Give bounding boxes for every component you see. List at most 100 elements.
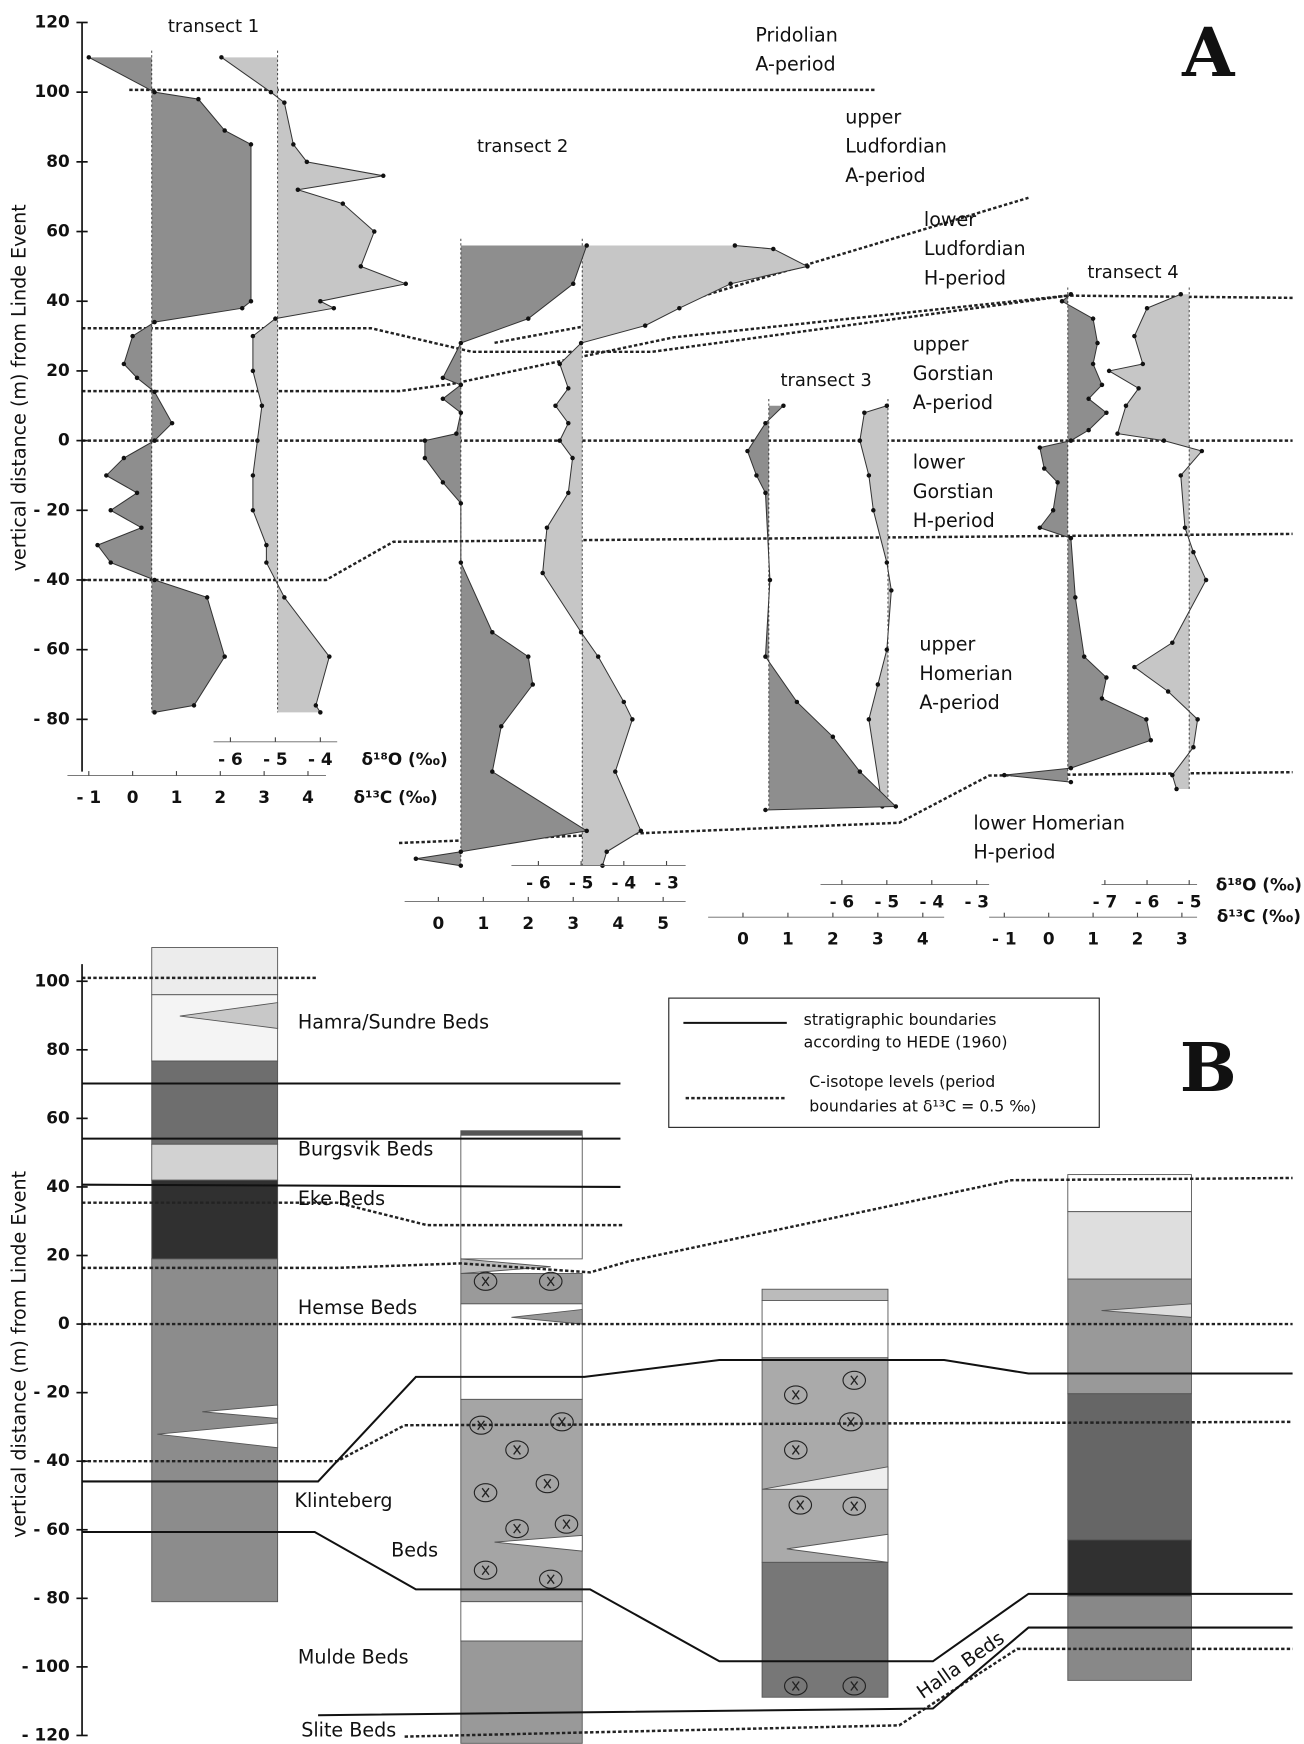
- isotope-point: [571, 282, 575, 286]
- isotope-point: [771, 247, 775, 251]
- isotope-point: [763, 654, 767, 658]
- isotope-point: [441, 397, 445, 401]
- isotope-point: [677, 306, 681, 310]
- isotope-point: [1073, 595, 1077, 599]
- isotope-point: [139, 525, 143, 529]
- legend-text: C-isotope levels (period: [809, 1072, 995, 1091]
- isotope-point: [1100, 383, 1104, 387]
- isotope-point: [327, 654, 331, 658]
- isotope-point: [1069, 438, 1073, 442]
- x-tick-label: - 1: [77, 787, 102, 807]
- isotope-point: [862, 410, 866, 414]
- isotope-point: [531, 682, 535, 686]
- isotope-point: [858, 438, 862, 442]
- isotope-point: [1191, 745, 1195, 749]
- isotope-point: [545, 525, 549, 529]
- isotope-point: [1166, 689, 1170, 693]
- axis-label: δ¹³C (‰): [354, 787, 438, 807]
- x-tick-label: 1: [477, 913, 489, 933]
- layer: [762, 1289, 888, 1300]
- y-tick-label: - 80: [33, 708, 69, 728]
- isotope-point: [219, 55, 223, 59]
- isotope-point: [459, 341, 463, 345]
- isotope-point: [885, 560, 889, 564]
- isotope-point: [1179, 473, 1183, 477]
- isotope-point: [1086, 397, 1090, 401]
- panel-label: A: [1181, 13, 1236, 92]
- isotope-point: [540, 571, 544, 575]
- isotope-point: [558, 438, 562, 442]
- isotope-point: [1170, 640, 1174, 644]
- isotope-point: [1055, 480, 1059, 484]
- isotope-point: [459, 560, 463, 564]
- layer: [152, 1180, 278, 1259]
- isotope-point: [1095, 341, 1099, 345]
- y-tick-label: - 40: [33, 1450, 69, 1470]
- period-label: Homerian: [919, 662, 1012, 685]
- period-label: Gorstian: [913, 362, 994, 385]
- isotope-point: [459, 850, 463, 854]
- bed-label: Hemse Beds: [298, 1296, 417, 1319]
- isotope-point: [314, 703, 318, 707]
- isotope-point: [414, 856, 418, 860]
- isotope-point: [251, 508, 255, 512]
- layer: [762, 1358, 888, 1563]
- x-tick-label: 2: [1132, 929, 1144, 949]
- unit-label: δ¹⁸O (‰): [1216, 875, 1302, 895]
- isotope-point: [795, 700, 799, 704]
- y-tick-label: 60: [46, 1107, 69, 1127]
- x-tick-label: 2: [827, 929, 839, 949]
- isotope-point: [1145, 306, 1149, 310]
- legend-text: boundaries at δ¹³C = 0.5 ‰): [809, 1097, 1036, 1116]
- y-tick-label: - 120: [22, 1724, 70, 1744]
- isotope-point: [264, 543, 268, 547]
- x-tick-label: 0: [127, 787, 139, 807]
- period-label: lower: [924, 208, 976, 231]
- isotope-point: [1091, 316, 1095, 320]
- isotope-point: [566, 491, 570, 495]
- x-tick-label: 4: [302, 787, 314, 807]
- y-tick-label: 60: [46, 221, 69, 241]
- isotope-point: [196, 97, 200, 101]
- isotope-point: [95, 543, 99, 547]
- isotope-point: [639, 829, 643, 833]
- isotope-point: [763, 491, 767, 495]
- isotope-point: [305, 160, 309, 164]
- x-tick-label: - 6: [830, 892, 855, 912]
- x-tick-label: - 5: [569, 872, 594, 892]
- layer: [1068, 1212, 1192, 1279]
- y-tick-label: 100: [35, 970, 70, 990]
- isotope-point: [733, 243, 737, 247]
- period-label: Ludfordian: [924, 237, 1026, 260]
- isotope-point: [889, 588, 893, 592]
- period-label: upper: [919, 633, 975, 656]
- layer: [461, 1135, 582, 1259]
- x-tick-label: - 7: [1093, 892, 1118, 912]
- x-tick-label: 2: [522, 913, 534, 933]
- isotope-point: [584, 243, 588, 247]
- isotope-point: [459, 383, 463, 387]
- isotope-point: [260, 404, 264, 408]
- isotope-point: [1002, 773, 1006, 777]
- y-axis-label: vertical distance (m) from Linde Event: [8, 1170, 31, 1537]
- period-label: A-period: [755, 53, 835, 76]
- isotope-point: [282, 100, 286, 104]
- isotope-point: [763, 808, 767, 812]
- layer: [1068, 1540, 1192, 1596]
- isotope-point: [404, 282, 408, 286]
- layer: [152, 995, 278, 1061]
- layer: [461, 1131, 582, 1135]
- isotope-point: [192, 703, 196, 707]
- bed-label: Mulde Beds: [298, 1645, 409, 1668]
- isotope-point: [831, 735, 835, 739]
- isotope-point: [1124, 404, 1128, 408]
- bed-label: Beds: [391, 1539, 438, 1562]
- y-tick-label: - 80: [33, 1587, 69, 1607]
- isotope-point: [122, 456, 126, 460]
- isotope-point: [152, 710, 156, 714]
- isotope-point: [249, 299, 253, 303]
- isotope-point: [264, 560, 268, 564]
- figure: A B vertical distance (m) from Linde Eve…: [0, 0, 1304, 1744]
- period-label: upper: [913, 333, 969, 356]
- x-tick-label: - 4: [612, 872, 637, 892]
